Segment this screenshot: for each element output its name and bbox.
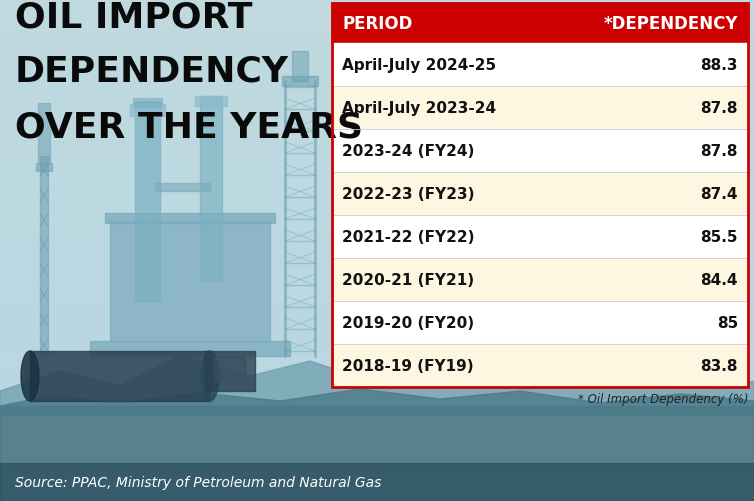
- Bar: [332, 4, 748, 387]
- Bar: [0, 416, 754, 434]
- Bar: [38, 104, 50, 164]
- Bar: [155, 184, 210, 191]
- Bar: [332, 130, 748, 173]
- Bar: [0, 433, 754, 451]
- Bar: [205, 351, 255, 391]
- Bar: [0, 406, 754, 501]
- Bar: [0, 483, 754, 501]
- Text: 2020-21 (FY21): 2020-21 (FY21): [342, 273, 474, 288]
- Text: April-July 2023-24: April-July 2023-24: [342, 101, 496, 116]
- Bar: [0, 49, 754, 67]
- Bar: [0, 0, 754, 17]
- Bar: [0, 249, 754, 267]
- Bar: [0, 199, 754, 217]
- Text: April-July 2024-25: April-July 2024-25: [342, 58, 496, 73]
- Text: 87.4: 87.4: [700, 187, 738, 201]
- Text: 2023-24 (FY24): 2023-24 (FY24): [342, 144, 474, 159]
- Bar: [0, 233, 754, 250]
- Text: 83.8: 83.8: [700, 358, 738, 373]
- Bar: [0, 33, 754, 50]
- Bar: [0, 99, 754, 117]
- Bar: [133, 99, 162, 107]
- Bar: [0, 66, 754, 84]
- Bar: [332, 215, 748, 259]
- Bar: [332, 44, 748, 87]
- Text: DEPENDENCY: DEPENDENCY: [15, 55, 289, 89]
- Text: *DEPENDENCY: *DEPENDENCY: [603, 15, 738, 33]
- Bar: [0, 350, 754, 367]
- Bar: [332, 173, 748, 215]
- Bar: [332, 259, 748, 302]
- Bar: [332, 4, 748, 44]
- Bar: [0, 183, 754, 200]
- Bar: [0, 463, 754, 501]
- Bar: [292, 52, 308, 82]
- Bar: [0, 116, 754, 134]
- Bar: [36, 164, 52, 172]
- Text: 88.3: 88.3: [700, 58, 738, 73]
- Text: 2021-22 (FY22): 2021-22 (FY22): [342, 229, 474, 244]
- Ellipse shape: [21, 351, 39, 401]
- Bar: [0, 149, 754, 167]
- Bar: [0, 466, 754, 484]
- Bar: [332, 302, 748, 344]
- Bar: [0, 316, 754, 334]
- Bar: [200, 97, 222, 282]
- Text: * Oil Import Dependency (%): * Oil Import Dependency (%): [578, 392, 748, 405]
- Bar: [0, 383, 754, 401]
- Polygon shape: [0, 389, 754, 416]
- Bar: [0, 366, 754, 384]
- Text: Source: PPAC, Ministry of Petroleum and Natural Gas: Source: PPAC, Ministry of Petroleum and …: [15, 475, 382, 489]
- Bar: [0, 400, 754, 417]
- Text: 85: 85: [717, 315, 738, 330]
- Text: 2019-20 (FY20): 2019-20 (FY20): [342, 315, 474, 330]
- Bar: [130, 105, 165, 117]
- Bar: [0, 16, 754, 34]
- Text: 84.4: 84.4: [700, 273, 738, 288]
- Bar: [215, 356, 245, 381]
- Bar: [30, 351, 210, 401]
- Bar: [0, 450, 754, 467]
- Bar: [0, 133, 754, 150]
- Bar: [40, 157, 48, 356]
- Bar: [0, 216, 754, 234]
- Bar: [0, 283, 754, 301]
- Bar: [110, 221, 270, 341]
- Text: OVER THE YEARS: OVER THE YEARS: [15, 110, 363, 144]
- Bar: [0, 83, 754, 100]
- Bar: [90, 341, 290, 356]
- Text: 87.8: 87.8: [700, 101, 738, 116]
- Text: 2022-23 (FY23): 2022-23 (FY23): [342, 187, 474, 201]
- Bar: [135, 102, 160, 302]
- Text: 85.5: 85.5: [700, 229, 738, 244]
- Text: 87.8: 87.8: [700, 144, 738, 159]
- Bar: [282, 77, 318, 87]
- Bar: [332, 87, 748, 130]
- Bar: [0, 266, 754, 284]
- Bar: [332, 344, 748, 387]
- Ellipse shape: [201, 351, 219, 401]
- Text: OIL IMPORT: OIL IMPORT: [15, 0, 253, 34]
- Bar: [105, 213, 275, 223]
- Bar: [195, 97, 227, 107]
- Text: PERIOD: PERIOD: [342, 15, 412, 33]
- Bar: [0, 333, 754, 351]
- Bar: [0, 166, 754, 184]
- Polygon shape: [0, 356, 754, 406]
- Bar: [0, 300, 754, 317]
- Text: 2018-19 (FY19): 2018-19 (FY19): [342, 358, 474, 373]
